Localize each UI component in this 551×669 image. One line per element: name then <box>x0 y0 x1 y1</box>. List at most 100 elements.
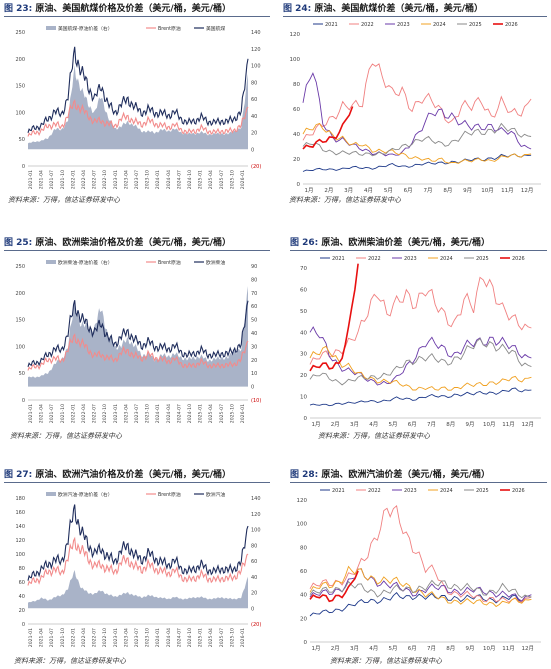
legend-label: 2023 <box>404 488 417 494</box>
x-tick-label: 2022-04 <box>81 170 87 189</box>
y-left-tick-label: 20 <box>19 608 25 614</box>
x-tick-label: 2024-04 <box>166 404 172 423</box>
x-tick-label: 2023-01 <box>113 404 119 423</box>
y-right-tick-label: 0 <box>251 606 254 612</box>
x-tick-label: 2021-04 <box>39 170 45 189</box>
x-tick-label: 2024-04 <box>166 628 172 647</box>
y-right-tick-label: 90 <box>251 264 257 270</box>
y-tick-label: 20 <box>300 616 307 622</box>
series-line-2025 <box>309 337 532 386</box>
y-right-tick-label: (20) <box>251 164 261 170</box>
panel-title: 图 25: 原油、欧洲柴油价格及价差（美元/桶，美元/桶） <box>4 236 270 251</box>
y-left-tick-label: 50 <box>19 371 25 377</box>
x-tick-label: 6月 <box>408 645 417 652</box>
x-tick-label: 2024-10 <box>187 404 193 423</box>
x-tick-label: 9月 <box>466 421 475 428</box>
y-left-tick-label: 150 <box>15 84 25 90</box>
y-tick-label: 50 <box>300 309 307 315</box>
x-tick-label: 2月 <box>324 187 333 194</box>
y-tick-label: 120 <box>290 32 301 38</box>
panel-28: 图 28: 原油、欧洲汽油价差（美元/桶，美元/桶） 0 20 40 60 80 100 1… <box>290 468 547 668</box>
legend-label: 2021 <box>332 256 345 262</box>
source-note: 资料来源：万得，信达证券研发中心 <box>289 196 401 204</box>
series-line-2026 <box>309 263 359 372</box>
y-left-tick-label: 100 <box>15 344 25 350</box>
y-left-tick-label: 0 <box>22 398 25 404</box>
source-note: 资料来源：万得，信达证券研发中心 <box>330 657 442 665</box>
y-right-tick-label: 70 <box>251 291 257 297</box>
panel-title: 图 26: 原油、欧洲柴油价差（美元/桶，美元/桶） <box>290 236 547 251</box>
y-left-tick-label: 0 <box>22 164 25 170</box>
series-line-2023 <box>309 326 532 386</box>
y-right-tick-label: 100 <box>251 528 261 534</box>
y-tick-label: 40 <box>300 593 307 599</box>
legend-label: 欧洲柴油-原油价差（右） <box>58 259 113 266</box>
x-tick-label: 8月 <box>446 645 455 652</box>
y-tick-label: 0 <box>297 182 301 188</box>
x-tick-label: 2025-01 <box>198 628 204 647</box>
series-line-2024 <box>309 565 532 608</box>
legend-label: 2025 <box>476 256 489 262</box>
x-tick-label: 2021-07 <box>49 404 55 423</box>
series-line-2024 <box>302 122 532 164</box>
panel-title: 图 24: 原油、美国航煤价差（美元/桶，美元/桶） <box>283 2 547 17</box>
x-tick-label: 5月 <box>384 187 393 194</box>
x-tick-label: 11月 <box>502 421 515 428</box>
panel-26: 图 26: 原油、欧洲柴油价差（美元/桶，美元/桶） 0 10 20 30 40 50 60… <box>290 236 547 441</box>
y-tick-label: 120 <box>297 498 308 504</box>
x-tick-label: 7月 <box>427 421 436 428</box>
legend-label: 美国航煤 <box>206 25 225 32</box>
y-tick-label: 60 <box>300 287 307 293</box>
y-tick-label: 60 <box>293 107 300 113</box>
y-left-tick-label: 100 <box>15 110 25 116</box>
x-tick-label: 2022-10 <box>102 170 108 189</box>
x-tick-label: 1月 <box>312 645 321 652</box>
x-tick-label: 5月 <box>389 421 398 428</box>
x-tick-label: 12月 <box>521 187 534 194</box>
series-line-2025 <box>302 122 532 157</box>
legend-label: 欧洲汽油-原油价差（右） <box>58 491 113 498</box>
x-tick-label: 2022-01 <box>70 404 76 423</box>
legend-label: 2021 <box>325 22 338 28</box>
x-tick-label: 2023-04 <box>123 628 129 647</box>
x-tick-label: 2022-10 <box>102 628 108 647</box>
y-right-tick-label: 140 <box>251 30 261 36</box>
series-line-2025 <box>309 579 532 599</box>
series-line-2022 <box>309 276 532 365</box>
x-tick-label: 2023-04 <box>123 170 129 189</box>
legend-label: 2022 <box>368 256 381 262</box>
legend-label: 2024 <box>440 256 453 262</box>
legend-label: Brent原油 <box>158 491 181 498</box>
x-tick-label: 2023-10 <box>145 404 151 423</box>
y-left-tick-label: 50 <box>19 137 25 143</box>
x-tick-label: 2025-07 <box>219 404 225 423</box>
x-tick-label: 2024-07 <box>176 404 182 423</box>
x-tick-label: 2023-07 <box>134 628 140 647</box>
y-right-tick-label: 120 <box>251 512 261 518</box>
x-tick-label: 1月 <box>312 421 321 428</box>
brent-line <box>27 333 249 371</box>
y-tick-label: 40 <box>300 330 307 336</box>
chart-25: 0 50 100 150 200 250 (10) 0 10 20 30 40 50 60 70 80 90 20… <box>15 259 261 423</box>
y-right-tick-label: 30 <box>251 344 257 350</box>
x-tick-label: 2023-04 <box>123 404 129 423</box>
x-tick-label: 2024-01 <box>155 170 161 189</box>
series-line-2024 <box>309 345 532 391</box>
y-right-tick-label: (20) <box>251 622 261 628</box>
y-right-tick-label: 100 <box>251 64 261 70</box>
y-right-tick-label: 80 <box>251 80 257 86</box>
x-tick-label: 2025-04 <box>208 170 214 189</box>
x-tick-label: 2022-07 <box>92 628 98 647</box>
y-left-tick-label: 140 <box>15 524 25 530</box>
legend-label: 2023 <box>397 22 410 28</box>
x-tick-label: 3月 <box>350 645 359 652</box>
y-right-tick-label: 80 <box>251 277 257 283</box>
y-right-tick-label: 0 <box>251 147 254 153</box>
x-tick-label: 9月 <box>466 645 475 652</box>
panel-23: 图 23: 原油、美国航煤价格及价差（美元/桶，美元/桶） 0 50 100 150 2… <box>4 2 270 207</box>
x-tick-label: 4月 <box>364 187 373 194</box>
x-tick-label: 2024-01 <box>155 404 161 423</box>
y-tick-label: 80 <box>293 82 300 88</box>
legend-label: Brent原油 <box>158 25 181 32</box>
product-line <box>27 504 249 581</box>
